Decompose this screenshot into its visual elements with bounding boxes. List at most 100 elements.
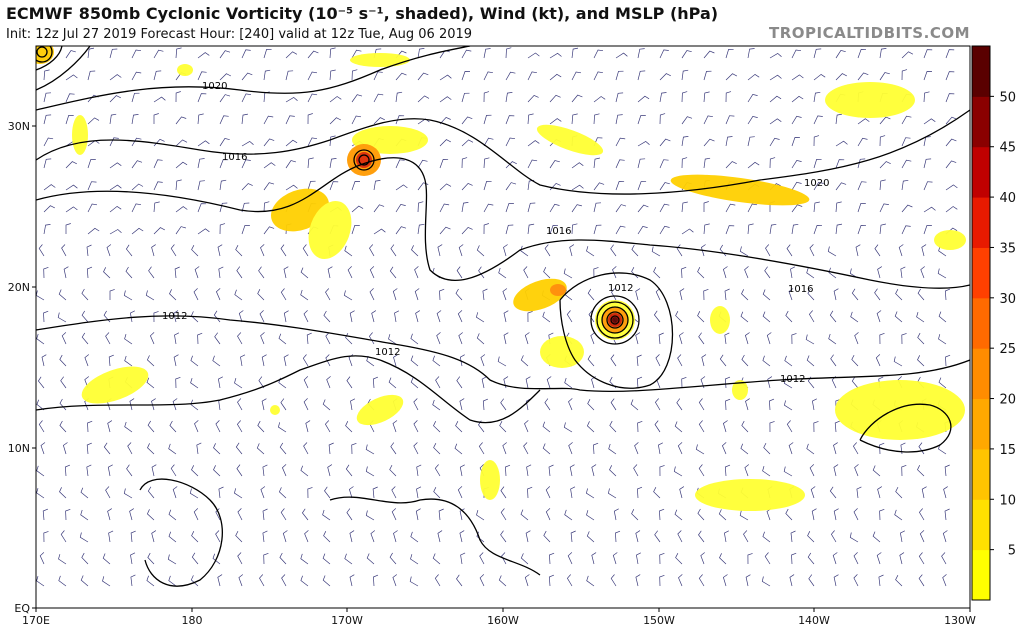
wind-barb [153,311,159,323]
wind-barb [307,487,313,499]
wind-barb [764,266,771,279]
wind-barb [835,73,847,81]
wind-barb [241,72,253,81]
wind-barb [130,310,135,323]
wind-barb [481,376,487,389]
wind-barb [545,508,551,521]
isobar [36,46,471,111]
wind-barb [172,486,178,499]
wind-barb [151,244,156,257]
wind-barb [168,531,177,543]
wind-barb [410,333,419,345]
wind-barb [568,398,573,411]
wind-barb [371,310,377,323]
wind-barb [86,266,93,279]
wind-barb [395,226,407,235]
wind-barb [300,289,309,301]
wind-barb [439,139,451,147]
wind-barb [944,288,951,301]
wind-barb [725,48,734,59]
wind-barb [43,224,51,235]
wind-barb [879,508,885,521]
wind-barb [631,244,639,257]
wind-barb [175,226,186,235]
wind-barb [703,70,712,81]
wind-barb [544,398,551,411]
wind-barb [740,311,749,323]
wind-barb [107,508,112,521]
wind-barb [500,530,507,543]
wind-barb [813,201,820,213]
wind-barb [146,509,155,521]
colorbar-swatch [972,197,990,248]
lat-label: 30N [8,120,30,133]
wind-barb [197,228,210,235]
wind-barb [527,486,533,499]
wind-barb [303,442,309,455]
wind-barb [698,464,705,477]
wind-barb [791,49,802,59]
wind-barb [219,223,226,235]
wind-barb [145,290,155,301]
wind-barb [235,442,243,455]
vort-blob [934,230,966,250]
wind-barb [872,531,881,543]
wind-barb [410,355,419,367]
wind-barb [190,377,199,389]
wind-barb [767,376,773,389]
wind-barb [175,376,181,389]
wind-barb [146,575,155,587]
wind-barb [280,288,287,301]
wind-barb [285,184,298,191]
wind-barb [439,226,451,235]
wind-barb [850,311,859,323]
wind-barb [151,530,157,543]
lat-label: EQ [14,602,30,615]
wind-barb [262,530,268,543]
wind-barb [945,49,955,59]
wind-barb [236,420,243,433]
wind-barb [86,464,92,477]
wind-barb [197,140,210,147]
wind-barb [637,486,643,499]
vort-blob [835,380,965,440]
vort-blob [695,479,805,511]
wind-barb [681,201,688,213]
vort-blob [270,405,280,415]
wind-barb [918,552,925,565]
wind-barb [169,420,177,433]
wind-barb [571,184,584,191]
wind-barb [615,137,626,147]
wind-barb [725,91,732,103]
wind-barb [260,332,265,345]
wind-barb [608,443,617,455]
wind-barb [635,288,641,301]
wind-barb [923,118,936,125]
wind-barb [280,508,287,521]
wind-barb [703,201,709,212]
wind-barb [741,354,749,367]
wind-barb [131,203,142,213]
wind-barb [549,52,562,59]
wind-barb [678,332,684,345]
wind-barb [612,552,618,565]
wind-barb [458,244,464,257]
wind-barb [84,354,90,367]
wind-barb [325,288,331,301]
wind-barb [615,159,625,169]
wind-barb [786,420,793,433]
wind-barb [410,531,419,543]
colorbar-swatch [972,46,990,97]
wind-barb [351,49,362,59]
wind-barb [131,92,140,103]
wind-barb [259,310,265,323]
isobar [601,306,629,334]
wind-barb [879,332,885,345]
wind-barb [368,332,375,345]
wind-barb [747,93,758,103]
colorbar-tick-label: 50 [999,90,1016,105]
wind-barb [300,465,309,477]
wind-barb [722,420,728,433]
